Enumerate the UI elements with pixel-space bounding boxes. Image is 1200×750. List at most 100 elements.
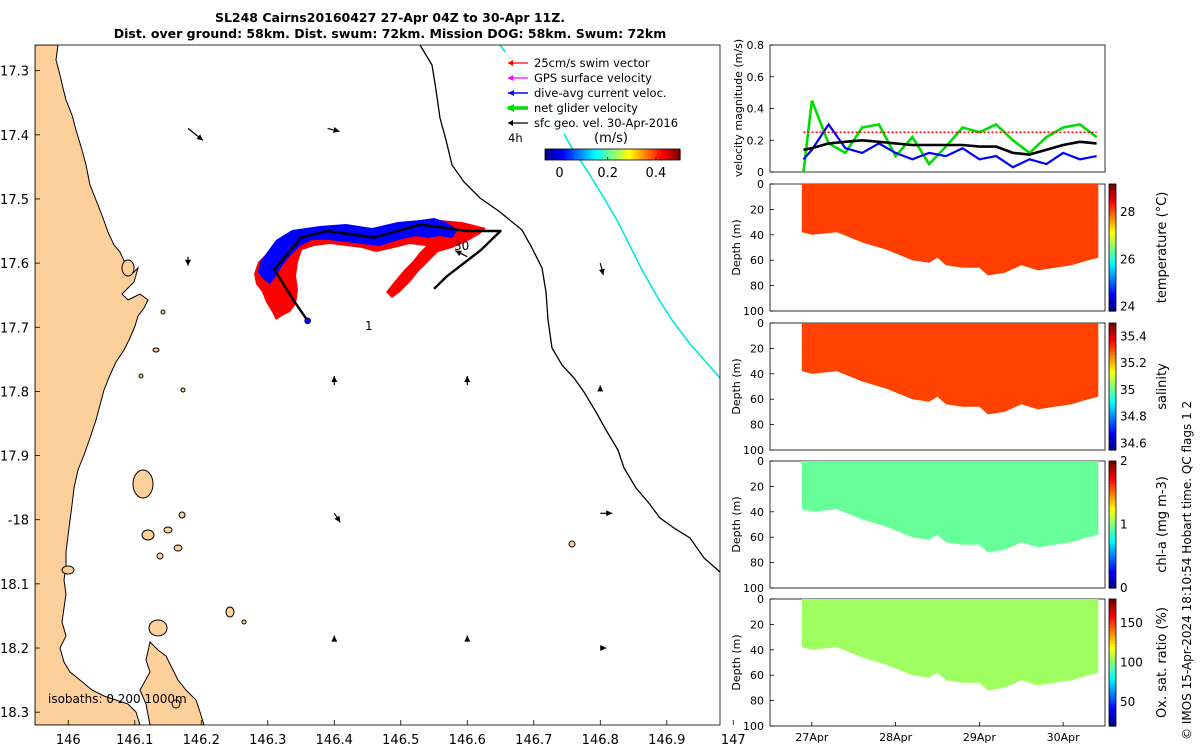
colorbar-cell: [617, 149, 620, 160]
colorbar-cell: [554, 149, 557, 160]
section-colorbar-cell: [1109, 694, 1116, 699]
section-colorbar-cell: [1109, 348, 1116, 353]
section-y-tick-label: 100: [743, 444, 764, 457]
colorbar-cell: [626, 149, 629, 160]
section-y-tick-label: 60: [750, 393, 764, 406]
section-colorbar-cell: [1109, 637, 1116, 641]
section-colorbar-cell: [1109, 326, 1116, 330]
section-colorbar-cell: [1109, 276, 1116, 280]
section-colorbar-cell: [1109, 342, 1116, 346]
section-colorbar-cell: [1109, 675, 1116, 679]
imos-credit: © IMOS 15-Apr-2024 18:10:54 Hobart time.…: [1180, 400, 1194, 740]
island: [148, 619, 168, 637]
section-colorbar-cell: [1109, 263, 1116, 268]
section-colorbar-cell: [1109, 473, 1116, 478]
section-ylabel: Depth (m): [730, 634, 743, 690]
section-colorbar-cell: [1109, 646, 1116, 651]
section-colorbar-cell: [1109, 608, 1116, 613]
section-colorbar-cell: [1109, 521, 1116, 526]
section-colorbar-cell: [1109, 527, 1116, 532]
map-x-tick-label: 146.9: [648, 733, 685, 748]
section-colorbar-cell: [1109, 380, 1116, 384]
section-colorbar-tick-label: 2: [1120, 454, 1128, 468]
legend-label-current: dive-avg current veloc.: [534, 86, 667, 100]
section-colorbar-cell: [1109, 253, 1116, 258]
section-field: [801, 323, 1099, 415]
map-x-tick-label: 146.3: [249, 733, 286, 748]
section-colorbar-cell: [1109, 193, 1116, 198]
colorbar-cell: [599, 149, 602, 160]
glider-swath: [254, 218, 486, 320]
velocity-series-line: [802, 100, 1098, 173]
colorbar-cell: [619, 149, 623, 160]
section-y-tick-label: 0: [757, 593, 764, 606]
section-colorbar-cell: [1109, 559, 1116, 564]
section-colorbar-cell: [1109, 396, 1116, 400]
section-colorbar-cell: [1109, 304, 1116, 309]
section-colorbar-cell: [1109, 467, 1116, 472]
section-colorbar-cell: [1109, 218, 1116, 223]
colorbar-frame: [544, 148, 681, 161]
section-y-tick-label: 80: [750, 419, 764, 432]
map-x-tick-label: 146: [56, 733, 81, 748]
section-colorbar-cell: [1109, 568, 1116, 573]
section-colorbar-cell: [1109, 215, 1116, 220]
section-colorbar-cell: [1109, 354, 1116, 359]
section-field: [801, 184, 1099, 276]
section-colorbar-cell: [1109, 345, 1116, 349]
section-colorbar-cell: [1109, 399, 1116, 403]
figure-title: SL248 Cairns20160427 27-Apr 04Z to 30-Ap…: [90, 10, 690, 42]
section-oxygen: 0 20 40 60 80 100 Depth (m) 50 100 150 Ox. sat. ra…: [730, 593, 1170, 744]
colorbar-cell: [630, 149, 634, 160]
section-colorbar-cell: [1109, 703, 1116, 708]
section-colorbar-cell: [1109, 662, 1116, 667]
colorbar-cell: [558, 149, 562, 160]
section-colorbar-cell: [1109, 383, 1116, 388]
section-colorbar-cell: [1109, 546, 1116, 551]
map-y-tick-label: 18.3: [0, 706, 29, 721]
geo-velocity-arrow: [598, 262, 605, 276]
section-colorbar-cell: [1109, 511, 1116, 516]
section-colorbar-cell: [1109, 643, 1116, 648]
island: [568, 540, 576, 548]
glider-track: [273, 223, 502, 322]
section-y-tick-label: 60: [750, 254, 764, 267]
section-y-tick-label: 0: [757, 455, 764, 468]
colorbar-cell: [635, 149, 638, 160]
colorbar-cell: [581, 149, 584, 160]
island: [241, 619, 247, 625]
map-y-tick-label: 17.3: [0, 65, 29, 80]
island: [173, 544, 183, 552]
section-ylabel: Depth (m): [730, 496, 743, 552]
colorbar-cell: [637, 149, 641, 160]
section-colorbar-cell: [1109, 640, 1116, 645]
section-y-tick-label: 20: [750, 480, 764, 493]
section-ylabel: Depth (m): [730, 358, 743, 414]
section-y-tick-label: 80: [750, 280, 764, 293]
section-colorbar-cell: [1109, 250, 1116, 255]
section-colorbar-cell: [1109, 196, 1116, 201]
section-colorbar-cell: [1109, 599, 1116, 603]
colorbar-cell: [666, 149, 670, 160]
section-colorbar-cell: [1109, 524, 1116, 529]
colorbar-cell: [659, 149, 663, 160]
section-y-tick-label: 20: [750, 342, 764, 355]
section-colorbar-cell: [1109, 476, 1116, 481]
velocity-lines: [802, 100, 1098, 173]
island: [61, 565, 75, 575]
section-colorbar-cell: [1109, 402, 1116, 407]
section-colorbar-cell: [1109, 530, 1116, 535]
section-colorbar-cell: [1109, 691, 1116, 695]
section-temperature: 0 20 40 60 80 100 Depth (m) 24 26 28 temperature (…: [730, 178, 1170, 318]
section-colorbar-cell: [1109, 364, 1116, 369]
section-colorbar-tick-label: 0: [1120, 581, 1128, 595]
colorbar-cell: [576, 149, 580, 160]
section-colorbar-cell: [1109, 719, 1116, 724]
section-colorbar-cell: [1109, 659, 1116, 664]
title-line-2: Dist. over ground: 58km. Dist. swum: 72k…: [113, 26, 667, 41]
map-y-tick-label: 17.5: [0, 193, 29, 208]
section-colorbar-cell: [1109, 627, 1116, 632]
section-y-tick-label: 40: [750, 368, 764, 381]
island: [138, 373, 144, 379]
